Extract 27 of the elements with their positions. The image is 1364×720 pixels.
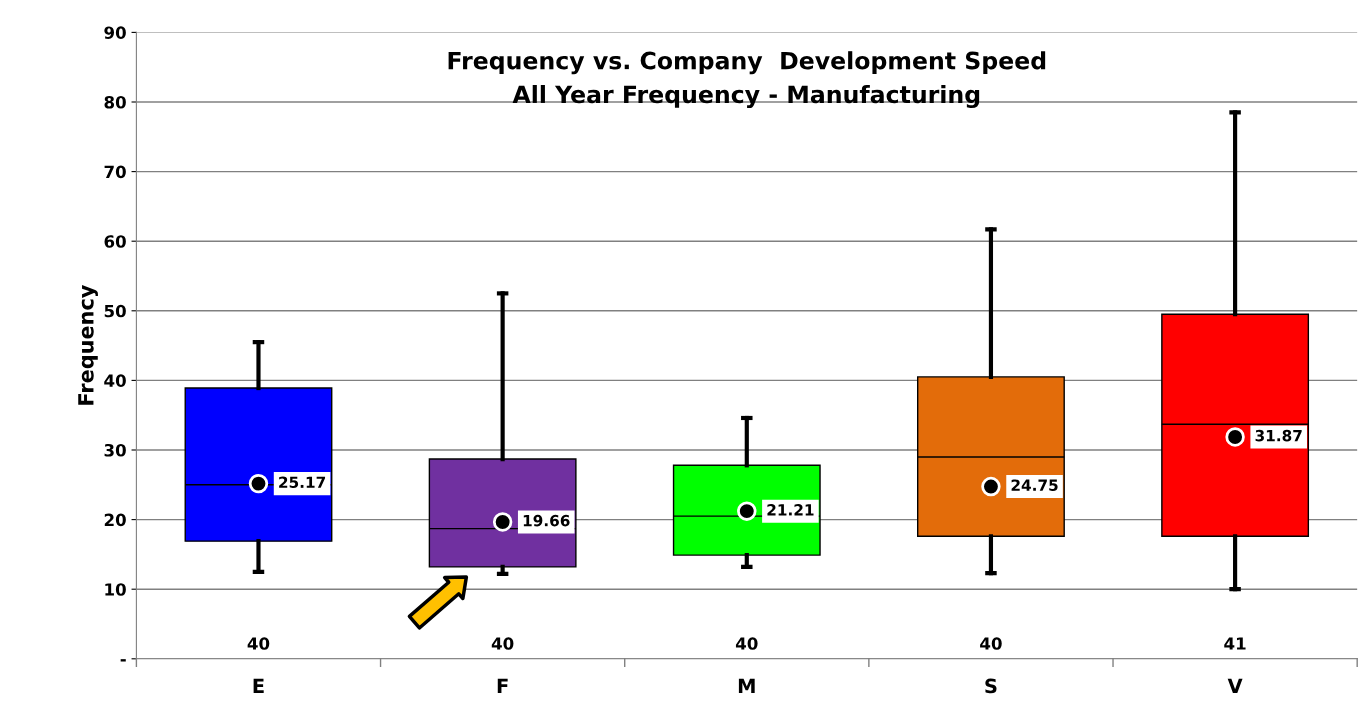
annotation: 40 (247, 637, 270, 650)
y-tick-label: 70 (104, 165, 126, 179)
text: 21.21 (767, 504, 814, 516)
x-tick-label: M (738, 678, 755, 694)
y-tick-label: 60 (104, 235, 126, 248)
text: 24.75 (1011, 479, 1058, 491)
y-tick-label: 10 (105, 583, 126, 596)
text: 31.87 (1255, 429, 1302, 442)
y-axis-title: Frequency (78, 285, 98, 405)
text: 25.17 (279, 476, 326, 489)
y-tick-label: 20 (104, 513, 126, 527)
y-tick-label: 40 (104, 374, 126, 387)
x-tick-label: V (1227, 678, 1243, 694)
text: Frequency vs. Company Development Speed All Year Frequency - Manufacturing (448, 51, 1046, 109)
annotation: 40 (980, 637, 1002, 650)
y-tick-label: 50 (104, 304, 126, 318)
annotation: 40 (491, 637, 514, 650)
x-tick-label: E (253, 678, 264, 694)
x-tick-label: F (497, 678, 508, 694)
y-tick-label: - (120, 659, 126, 662)
y-tick-label: 80 (104, 95, 126, 109)
x-tick-label: S (985, 678, 997, 694)
y-tick-label: 90 (104, 26, 126, 39)
text: 19.66 (523, 514, 570, 527)
annotation: 40 (735, 637, 758, 650)
y-tick-label: 30 (104, 443, 126, 457)
annotation: 41 (1224, 637, 1246, 650)
